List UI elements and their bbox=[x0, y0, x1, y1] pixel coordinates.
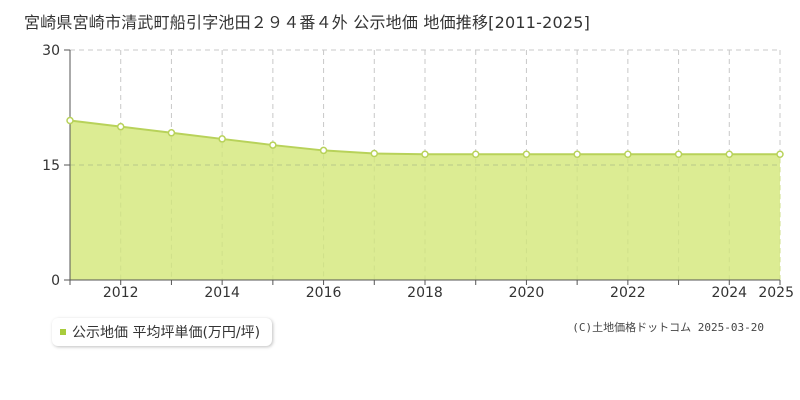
chart-title: 宮崎県宮崎市清武町船引字池田２９４番４外 公示地価 地価推移[2011-2025… bbox=[24, 13, 591, 32]
axes bbox=[64, 49, 781, 285]
data-point bbox=[421, 150, 429, 159]
y-tick-label: 15 bbox=[42, 158, 60, 174]
legend-label: 公示地価 平均坪単価(万円/坪) bbox=[72, 325, 261, 341]
x-tick-label: 2022 bbox=[610, 285, 646, 301]
data-point bbox=[66, 116, 74, 125]
legend: 公示地価 平均坪単価(万円/坪) bbox=[52, 318, 273, 346]
x-tick-label: 2024 bbox=[711, 285, 747, 301]
data-point bbox=[471, 150, 480, 159]
x-tick-label: 2012 bbox=[103, 285, 139, 301]
x-tick-label: 2016 bbox=[306, 285, 342, 301]
y-tick-label: 0 bbox=[51, 273, 60, 289]
credit-text: (C)土地価格ドットコム 2025-03-20 bbox=[572, 321, 764, 334]
tick-labels: 0 15 30 2012 2014 2016 2018 2020 2022 2024 2025 bbox=[42, 43, 794, 301]
data-point bbox=[725, 150, 734, 159]
series-area-fill bbox=[70, 120, 780, 281]
data-point bbox=[624, 150, 632, 159]
data-point bbox=[573, 150, 581, 159]
y-tick-label: 30 bbox=[42, 43, 60, 59]
data-point bbox=[319, 146, 328, 155]
data-point bbox=[522, 150, 531, 159]
x-tick-label: 2014 bbox=[204, 285, 240, 301]
data-points bbox=[66, 116, 784, 159]
data-point bbox=[116, 122, 125, 131]
data-point bbox=[167, 129, 176, 137]
x-tick-label: 2025 bbox=[758, 285, 794, 301]
data-point bbox=[269, 141, 277, 149]
data-point bbox=[218, 135, 226, 143]
x-tick-label: 2020 bbox=[509, 285, 545, 301]
data-point bbox=[776, 150, 784, 159]
data-point bbox=[370, 149, 379, 158]
x-tick-label: 2018 bbox=[407, 285, 443, 301]
legend-swatch-icon bbox=[60, 329, 66, 335]
data-point bbox=[674, 150, 683, 159]
